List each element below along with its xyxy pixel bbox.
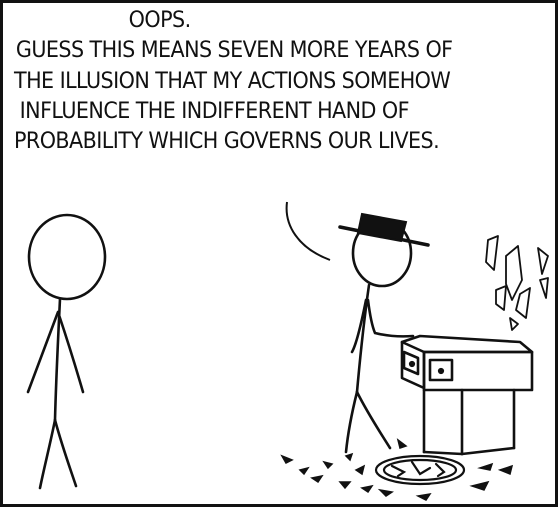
left-figure-leg-right [55, 420, 76, 486]
left-figure-head [29, 215, 105, 299]
right-stick-figure [346, 220, 413, 452]
speech-line-3: INFLUENCE THE INDIFFERENT HAND OF [20, 97, 513, 127]
speech-tail [287, 202, 330, 260]
dresser-knob-1 [439, 369, 443, 373]
right-figure-arm-right [368, 300, 413, 336]
broken-mirror [376, 456, 464, 484]
dresser-base-back [462, 448, 514, 454]
flying-shards [486, 236, 548, 330]
left-stick-figure [28, 215, 105, 488]
speech-exclamation: OOPS. [129, 6, 513, 36]
dresser-top [402, 336, 532, 352]
left-figure-arm-right [59, 315, 83, 392]
right-figure-leg-right [357, 392, 390, 448]
speech-line-1: GUESS THIS MEANS SEVEN MORE YEARS OF [16, 36, 512, 66]
dresser-knob-2 [410, 362, 414, 366]
speech-bubble-text: OOPS. GUESS THIS MEANS SEVEN MORE YEARS … [14, 6, 512, 158]
floor-shards [282, 440, 512, 500]
left-figure-arm-left [28, 312, 58, 392]
right-figure-leg-left [346, 392, 357, 452]
speech-line-2: THE ILLUSION THAT MY ACTIONS SOMEHOW [14, 67, 512, 97]
hat-icon [340, 214, 428, 245]
mirror-cracks [392, 462, 444, 476]
left-figure-leg-left [40, 420, 55, 488]
speech-line-4: PROBABILITY WHICH GOVERNS OUR LIVES. [14, 127, 512, 157]
dresser [402, 336, 532, 454]
dresser-base [424, 452, 462, 454]
